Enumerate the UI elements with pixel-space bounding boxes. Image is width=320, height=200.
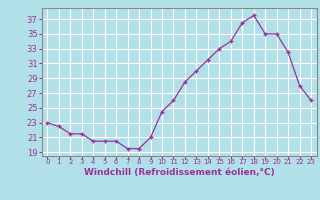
X-axis label: Windchill (Refroidissement éolien,°C): Windchill (Refroidissement éolien,°C) xyxy=(84,168,275,177)
